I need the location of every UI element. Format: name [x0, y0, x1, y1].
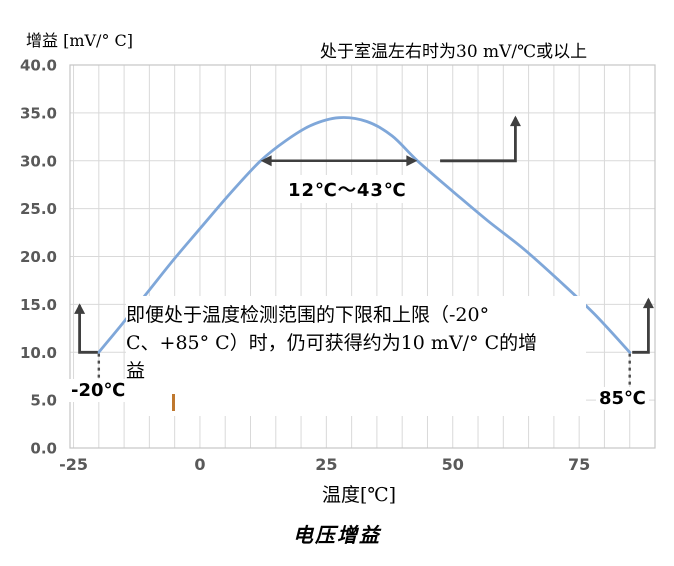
y-tick-label: 40.0: [20, 57, 57, 75]
y-tick-label: 20.0: [20, 248, 57, 266]
temp-range-label: 12℃～43℃: [284, 175, 411, 203]
up-corner-arrows: [74, 115, 654, 354]
x-tick-label: 50: [442, 455, 464, 474]
right-end-temp-label: 85℃: [596, 387, 649, 410]
gain-curve-series: [97, 116, 632, 354]
y-tick-label: 5.0: [30, 392, 57, 410]
detection-range-note: 即便处于温度检测范围的下限和上限（-20° C、+85° C）时，仍可获得约为1…: [126, 296, 586, 416]
y-axis-title: 增益 [mV/° C]: [26, 31, 134, 50]
x-axis-title: 温度[℃]: [322, 484, 397, 506]
range-double-arrow: [260, 155, 418, 167]
stray-cursor-mark: [172, 394, 175, 411]
room-temp-note: 处于室温左右时为30 mV/℃或以上: [318, 37, 590, 62]
x-tick-label: 0: [194, 455, 205, 474]
gain-curve: [97, 116, 632, 354]
tick-labels: 0.0 5.0 10.0 15.0 20.0 25.0 30.0 35.0 40.0 -25 0 25…: [20, 57, 590, 475]
chart-title: 电压增益: [293, 523, 381, 547]
plot-border: [69, 64, 656, 449]
left-end-temp-label: -20℃: [68, 379, 129, 402]
end-dashed-lines: [97, 353, 631, 387]
x-tick-label: 75: [568, 455, 590, 474]
y-tick-label: 10.0: [20, 344, 57, 362]
y-tick-label: 35.0: [20, 104, 57, 122]
y-tick-label: 15.0: [20, 296, 57, 314]
y-tick-label: 0.0: [30, 440, 57, 458]
detection-range-note-line3: 益: [126, 360, 146, 382]
detection-range-note-line2: C、+85° C）时，仍可获得约为10 mV/° C的增: [126, 332, 538, 354]
x-tick-label: 25: [315, 455, 337, 474]
x-tick-label: -25: [59, 455, 88, 474]
detection-range-note-line1: 即便处于温度检测范围的下限和上限（-20°: [126, 304, 490, 326]
y-tick-label: 30.0: [20, 152, 57, 170]
y-tick-label: 25.0: [20, 200, 57, 218]
